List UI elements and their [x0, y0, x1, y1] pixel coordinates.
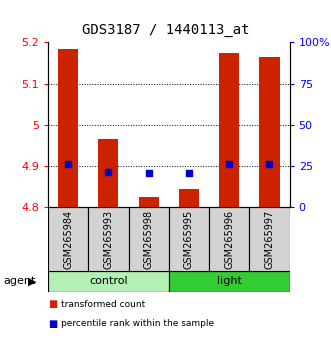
- Bar: [139, 197, 159, 207]
- Text: agent: agent: [3, 276, 36, 286]
- Text: ▶: ▶: [28, 276, 37, 286]
- Bar: [128, 207, 169, 271]
- Text: GDS3187 / 1440113_at: GDS3187 / 1440113_at: [82, 23, 249, 37]
- Text: GSM265984: GSM265984: [63, 209, 73, 269]
- Bar: [219, 53, 239, 207]
- Text: GSM265993: GSM265993: [103, 209, 114, 269]
- Text: percentile rank within the sample: percentile rank within the sample: [61, 319, 214, 329]
- Bar: [48, 207, 88, 271]
- Bar: [98, 139, 118, 207]
- Text: GSM265997: GSM265997: [264, 209, 274, 269]
- Text: light: light: [217, 276, 242, 286]
- Bar: [179, 189, 199, 207]
- Text: ■: ■: [48, 299, 57, 309]
- Bar: [88, 207, 128, 271]
- Bar: [48, 271, 169, 292]
- Text: GSM265998: GSM265998: [144, 209, 154, 269]
- Bar: [209, 207, 249, 271]
- Bar: [58, 48, 78, 207]
- Text: ■: ■: [48, 319, 57, 329]
- Bar: [260, 57, 280, 207]
- Text: GSM265996: GSM265996: [224, 209, 234, 269]
- Text: transformed count: transformed count: [61, 300, 146, 309]
- Text: GSM265995: GSM265995: [184, 209, 194, 269]
- Bar: [249, 207, 290, 271]
- Bar: [169, 207, 209, 271]
- Text: control: control: [89, 276, 128, 286]
- Bar: [169, 271, 290, 292]
